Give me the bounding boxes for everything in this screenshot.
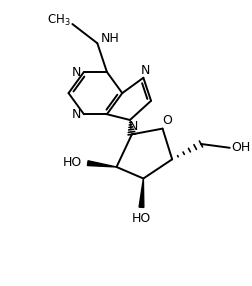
Text: HO: HO	[132, 212, 151, 225]
Text: N: N	[72, 65, 81, 78]
Text: O: O	[163, 114, 172, 128]
Text: N: N	[141, 63, 150, 77]
Text: N: N	[129, 120, 138, 133]
Text: CH$_3$: CH$_3$	[47, 13, 71, 28]
Text: HO: HO	[63, 156, 82, 169]
Polygon shape	[139, 178, 144, 207]
Polygon shape	[87, 161, 116, 167]
Text: N: N	[72, 108, 81, 121]
Text: NH: NH	[101, 32, 120, 45]
Text: OH: OH	[232, 141, 251, 154]
